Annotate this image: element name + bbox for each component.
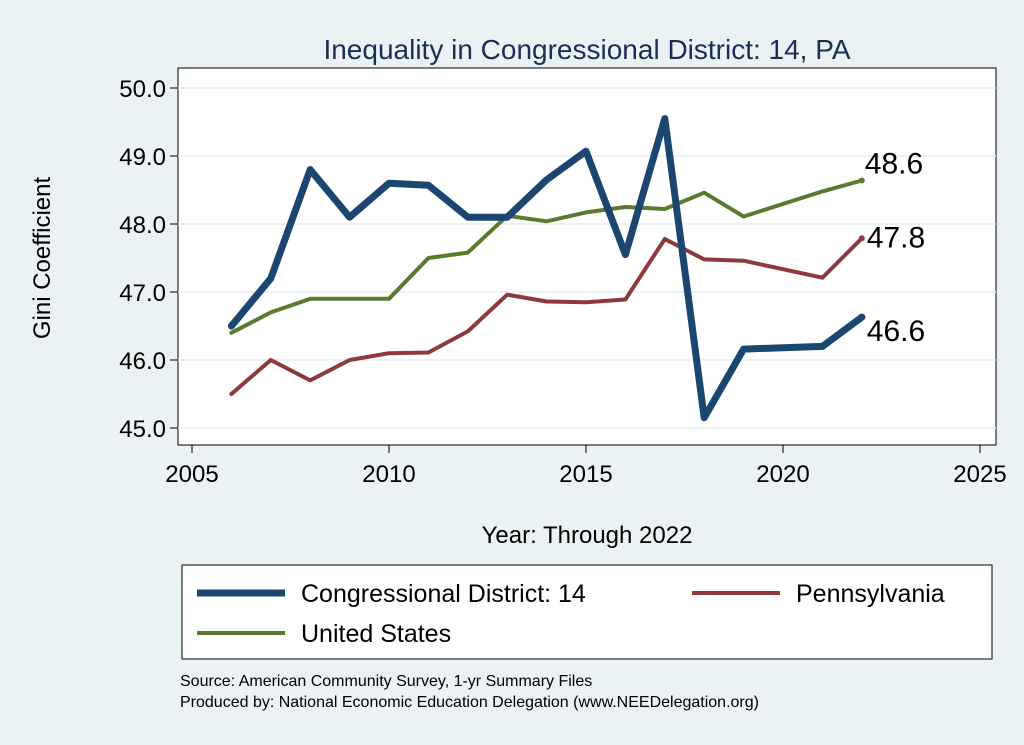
x-axis-title: Year: Through 2022 [482,522,693,549]
series-line-pennsylvania [229,236,864,396]
legend-label: Pennsylvania [796,580,945,608]
y-tick-label: 46.0 [119,348,166,375]
legend-label: Congressional District: 14 [301,580,586,608]
series-lines [227,115,866,422]
producer-note: Produced by: National Economic Education… [180,694,759,711]
y-tick-label: 49.0 [119,144,166,171]
x-tick-label: 2015 [559,461,612,488]
source-note: Source: American Community Survey, 1-yr … [180,673,592,690]
y-axis-title: Gini Coefficient [29,177,56,340]
x-tick-label: 2020 [756,461,809,488]
gridlines [178,87,996,429]
legend-box [181,564,993,660]
chart-title: Inequality in Congressional District: 14… [323,34,850,65]
y-tick-label: 45.0 [119,416,166,443]
end-labels: 46.6 47.8 48.6 [865,147,925,348]
x-tick-label: 2010 [362,461,415,488]
end-label: 48.6 [865,147,923,180]
series-end-point [858,235,865,242]
series-end-point [858,313,866,321]
y-tick-label: 48.0 [119,212,166,239]
x-tick-label: 2005 [165,461,218,488]
end-label: 47.8 [867,221,925,254]
y-axis: 45.0 46.0 47.0 48.0 49.0 50.0 [119,76,178,443]
legend: Congressional District: 14 Pennsylvania Un… [197,580,945,648]
y-tick-label: 47.0 [119,280,166,307]
x-tick-label: 2025 [953,461,1006,488]
series-line-united-states [229,178,864,335]
plot-area [177,67,997,446]
series-line-congressional-district-14 [227,115,866,422]
end-label: 46.6 [867,315,925,348]
series-end-point [858,177,865,184]
legend-label: United States [301,620,451,648]
y-tick-label: 50.0 [119,76,166,103]
x-axis: 2005 2010 2015 2020 2025 [165,445,1007,488]
